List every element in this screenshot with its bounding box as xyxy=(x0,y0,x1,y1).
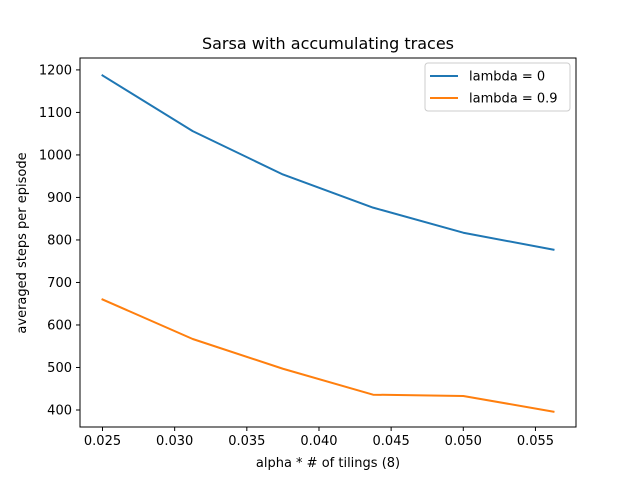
x-tick-label: 0.035 xyxy=(228,434,265,449)
y-tick-label: 1000 xyxy=(39,148,72,163)
plot-area: 0.025 0.030 0.035 0.040 0.045 0.050 0.055 400 50… xyxy=(39,57,577,449)
series-line-1 xyxy=(101,298,555,413)
x-tick-label: 0.055 xyxy=(517,434,554,449)
legend-label-0: lambda = 0 xyxy=(469,70,545,85)
x-tick-label: 0.045 xyxy=(373,434,410,449)
y-tick-label: 700 xyxy=(47,276,72,291)
axes-frame xyxy=(79,57,577,428)
y-tick-label: 600 xyxy=(47,318,72,333)
y-tick-label: 1200 xyxy=(39,63,72,78)
y-tick-label: 400 xyxy=(47,403,72,418)
series-line-0 xyxy=(101,74,555,251)
y-axis-label: averaged steps per episode xyxy=(15,152,30,333)
x-tick-label: 0.030 xyxy=(156,434,193,449)
legend-label-1: lambda = 0.9 xyxy=(469,92,558,107)
y-tick-label: 1100 xyxy=(39,106,72,121)
x-axis-label: alpha * # of tilings (8) xyxy=(256,456,400,471)
legend-box xyxy=(424,62,571,112)
x-tick-label: 0.040 xyxy=(300,434,337,449)
y-tick-label: 500 xyxy=(47,361,72,376)
y-tick-label: 800 xyxy=(47,233,72,248)
chart-title: Sarsa with accumulating traces xyxy=(202,34,454,53)
y-tick-label: 900 xyxy=(47,191,72,206)
x-tick-label: 0.025 xyxy=(84,434,121,449)
x-tick-label: 0.050 xyxy=(445,434,482,449)
